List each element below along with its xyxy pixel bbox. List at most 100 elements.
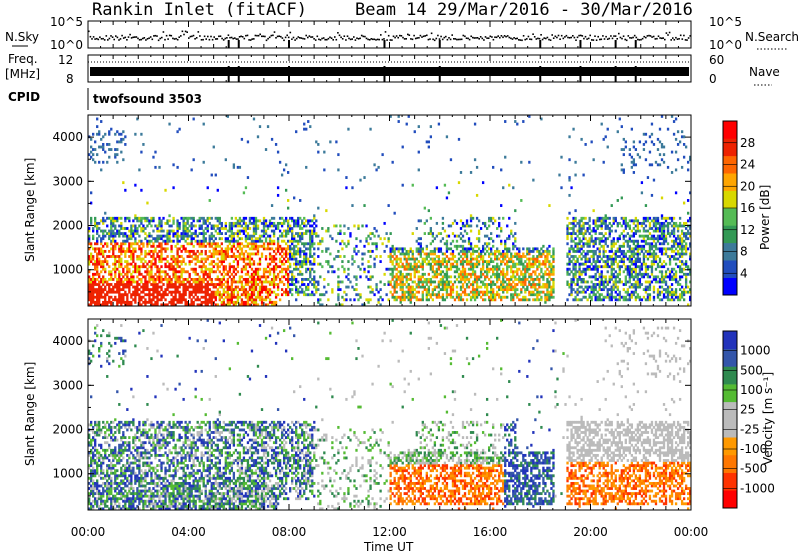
heatmap-cell [447, 234, 451, 238]
heatmap-cell [289, 224, 292, 228]
heatmap-cell [485, 227, 489, 230]
heatmap-cell [186, 227, 189, 230]
heatmap-cell [526, 252, 529, 256]
heatmap-cell [544, 272, 547, 276]
nsky-point [672, 37, 674, 39]
heatmap-cell [345, 285, 348, 289]
heatmap-cell [236, 239, 240, 243]
heatmap-cell [514, 252, 517, 256]
heatmap-cell [574, 216, 577, 220]
heatmap-cell [550, 293, 553, 297]
nsky-point [303, 38, 306, 40]
heatmap-cell [234, 272, 238, 276]
heatmap-cell [455, 260, 459, 264]
heatmap-cell [110, 288, 113, 292]
heatmap-cell [337, 275, 340, 279]
heatmap-cell [154, 237, 157, 241]
heatmap-cell [492, 290, 495, 294]
heatmap-cell [272, 275, 276, 279]
heatmap-cell [403, 265, 406, 269]
heatmap-cell [594, 239, 597, 243]
heatmap-cell [118, 280, 121, 284]
heatmap-cell [494, 265, 497, 269]
heatmap-cell [331, 265, 334, 269]
heatmap-cell [188, 216, 191, 220]
heatmap-cell [303, 216, 306, 220]
heatmap-cell [276, 247, 280, 251]
heatmap-cell [184, 239, 187, 243]
heatmap-cell [289, 255, 292, 258]
heatmap-cell [176, 234, 179, 238]
nsky-point [126, 39, 128, 41]
heatmap-cell [284, 247, 288, 251]
heatmap-cell [132, 260, 135, 264]
nsky-point [540, 34, 542, 36]
nsky-point [267, 37, 269, 40]
heatmap-cell [248, 262, 252, 266]
heatmap-cell [305, 267, 308, 271]
heatmap-cell [425, 280, 428, 284]
heatmap-cell [471, 293, 475, 297]
heatmap-cell [274, 265, 278, 269]
heatmap-cell [118, 288, 121, 292]
heatmap-cell [240, 247, 244, 251]
heatmap-cell [214, 270, 217, 274]
heatmap-cell [451, 295, 455, 299]
nsky-point [557, 34, 560, 37]
heatmap-cell [130, 262, 133, 266]
heatmap-cell [586, 260, 589, 264]
heatmap-cell [282, 252, 286, 256]
heatmap-cell [453, 280, 457, 284]
heatmap-cell [576, 280, 579, 284]
heatmap-cell [582, 255, 585, 258]
heatmap-cell [172, 216, 175, 220]
heatmap-cell [212, 255, 215, 258]
heatmap-cell [305, 277, 308, 281]
heatmap-cell [506, 270, 509, 274]
heatmap-cell [286, 221, 290, 225]
heatmap-cell [132, 232, 135, 235]
heatmap-cell [218, 249, 221, 253]
heatmap-cell [453, 275, 457, 279]
heatmap-cell [260, 298, 264, 302]
heatmap-cell [184, 298, 187, 302]
heatmap-cell [369, 249, 372, 253]
heatmap-cell [471, 272, 475, 276]
heatmap-cell [88, 275, 91, 279]
heatmap-cell [469, 216, 473, 220]
heatmap-cell [154, 150, 157, 154]
heatmap-cell [276, 272, 280, 276]
heatmap-cell [371, 290, 374, 294]
heatmap-cell [232, 303, 236, 307]
heatmap-cell [138, 283, 141, 286]
heatmap-cell [337, 153, 340, 157]
heatmap-cell [262, 247, 266, 251]
heatmap-cell [242, 277, 246, 281]
heatmap-cell [305, 252, 308, 256]
heatmap-cell [510, 267, 513, 271]
nsky-point [630, 37, 633, 39]
heatmap-cell [146, 216, 149, 220]
heatmap-cell [232, 288, 236, 292]
heatmap-cell [293, 234, 296, 238]
heatmap-cell [124, 290, 127, 294]
heatmap-cell [146, 252, 149, 256]
heatmap-cell [566, 255, 569, 258]
heatmap-cell [280, 260, 284, 264]
heatmap-cell [419, 252, 422, 256]
heatmap-cell [574, 270, 577, 274]
heatmap-cell [236, 270, 240, 274]
heatmap-cell [130, 295, 133, 299]
heatmap-cell [425, 283, 428, 286]
heatmap-cell [524, 267, 527, 271]
heatmap-cell [415, 257, 418, 261]
heatmap-cell [200, 265, 203, 269]
heatmap-cell [431, 249, 435, 253]
heatmap-cell [606, 255, 609, 258]
heatmap-cell [118, 283, 121, 286]
heatmap-cell [548, 283, 551, 286]
heatmap-cell [479, 295, 483, 299]
heatmap-cell [361, 224, 364, 228]
heatmap-cell [226, 229, 229, 233]
heatmap-cell [90, 280, 93, 284]
